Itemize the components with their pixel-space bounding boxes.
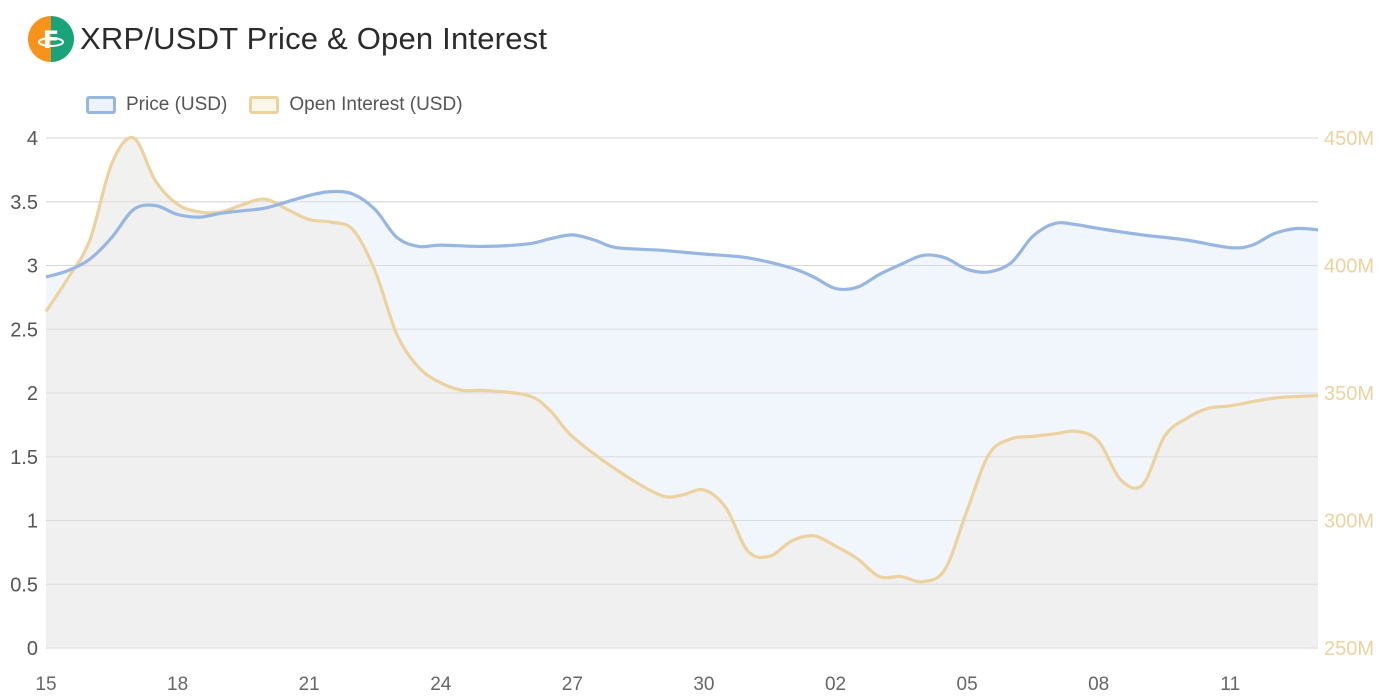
- y-left-tick-label: 0: [27, 638, 38, 660]
- y-right-tick-label: 400M: [1324, 256, 1374, 278]
- y-right-tick-label: 300M: [1324, 511, 1374, 533]
- legend-item-price[interactable]: Price (USD): [86, 94, 227, 116]
- chart-header: F XRP/USDT Price & Open Interest: [28, 14, 547, 64]
- y-right-tick-label: 450M: [1324, 128, 1374, 150]
- legend-item-open-interest[interactable]: Open Interest (USD): [249, 94, 463, 116]
- y-left-tick-label: 0.5: [10, 574, 38, 596]
- svg-text:F: F: [43, 26, 59, 54]
- price-line: [45, 189, 1319, 292]
- x-tick-label: 02: [825, 674, 846, 695]
- x-tick-label: 24: [430, 674, 452, 695]
- chart-title: XRP/USDT Price & Open Interest: [80, 21, 548, 56]
- open-interest-line: [44, 135, 1319, 584]
- y-right-tick-label: 350M: [1324, 383, 1374, 405]
- x-tick-label: 11: [1220, 674, 1240, 695]
- y-left-tick-label: 2.5: [10, 319, 38, 341]
- y-right-tick-label: 250M: [1324, 638, 1374, 660]
- x-tick-label: 21: [299, 674, 320, 695]
- x-tick-label: 30: [693, 674, 714, 695]
- chart-legend: Price (USD) Open Interest (USD): [86, 94, 485, 116]
- x-tick-label: 27: [562, 674, 583, 695]
- y-left-tick-label: 1.5: [10, 447, 38, 469]
- legend-swatch-price: [86, 96, 116, 114]
- y-left-tick-label: 3.5: [10, 192, 38, 214]
- x-tick-label: 05: [957, 674, 978, 695]
- legend-label-open-interest: Open Interest (USD): [289, 94, 463, 115]
- x-tick-label: 08: [1088, 674, 1109, 695]
- y-left-tick-label: 1: [27, 511, 38, 533]
- brand-logo-icon: F: [28, 16, 74, 62]
- y-left-tick-label: 3: [27, 256, 38, 278]
- y-left-tick-label: 4: [27, 128, 38, 150]
- y-left-tick-label: 2: [27, 383, 38, 405]
- x-tick-label: 15: [35, 674, 56, 695]
- x-tick-label: 18: [167, 674, 188, 695]
- legend-swatch-open-interest: [249, 96, 280, 114]
- legend-label-price: Price (USD): [126, 94, 228, 115]
